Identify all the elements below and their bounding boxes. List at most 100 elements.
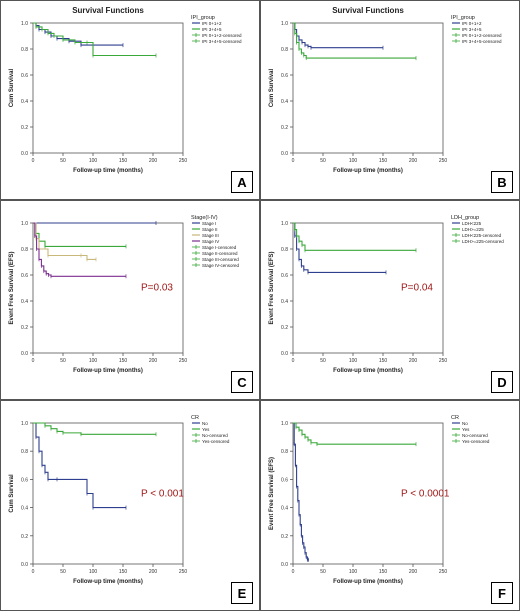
x-tick-label: 150 bbox=[379, 358, 388, 364]
panel-label: A bbox=[231, 171, 253, 193]
p-value-annotation: P=0.04 bbox=[401, 283, 433, 294]
panel-label: F bbox=[491, 582, 513, 604]
legend-entry: No-censored bbox=[462, 433, 488, 438]
legend-title: Stage(I-IV) bbox=[191, 215, 218, 221]
km-curve-no bbox=[293, 422, 309, 561]
km-curve-yes bbox=[293, 422, 416, 445]
x-tick-label: 100 bbox=[349, 158, 358, 164]
panel-d: 0.0 0.2 0.4 0.6 0.8 1.0 0 50 100 150 200 250 Follow-… bbox=[260, 200, 520, 400]
x-tick-label: 250 bbox=[179, 569, 188, 575]
y-tick-label: 0.8 bbox=[21, 247, 28, 253]
plot-area bbox=[292, 422, 444, 565]
x-tick-label: 0 bbox=[32, 358, 35, 364]
legend-entry: No bbox=[462, 421, 468, 426]
x-tick-label: 0 bbox=[32, 158, 35, 164]
y-tick-label: 0.6 bbox=[21, 273, 28, 279]
legend-entry: No-censored bbox=[202, 433, 228, 438]
legend-entry: Stage II-censored bbox=[202, 251, 238, 256]
plot-area bbox=[32, 422, 184, 565]
x-tick-label: 200 bbox=[149, 158, 158, 164]
legend-entry: Stage III-censored bbox=[202, 257, 239, 262]
y-tick-label: 0.6 bbox=[281, 73, 288, 79]
legend-entry: Stage II bbox=[202, 227, 218, 232]
legend-entry: Stage III bbox=[202, 233, 219, 238]
y-tick-label: 0.0 bbox=[21, 351, 28, 357]
x-tick-label: 0 bbox=[292, 158, 295, 164]
x-tick-label: 100 bbox=[89, 358, 98, 364]
x-tick-label: 50 bbox=[320, 158, 326, 164]
legend-entry: IPI 3+4+5 bbox=[462, 27, 482, 32]
x-tick-label: 250 bbox=[179, 358, 188, 364]
legend-entry: Stage I-censored bbox=[202, 245, 237, 250]
legend-entry: IPI 0+1+2-censored bbox=[202, 33, 242, 38]
y-axis-label: Cum Survival bbox=[269, 69, 275, 108]
y-tick-label: 0.8 bbox=[281, 449, 288, 455]
x-tick-label: 50 bbox=[60, 358, 66, 364]
x-tick-label: 100 bbox=[89, 158, 98, 164]
x-tick-label: 250 bbox=[439, 569, 448, 575]
legend-entry: Yes bbox=[202, 427, 210, 432]
y-tick-label: 0.6 bbox=[281, 273, 288, 279]
y-tick-label: 0.4 bbox=[281, 99, 288, 105]
legend-entry: IPI 3+4+5-censored bbox=[462, 39, 502, 44]
y-tick-label: 0.2 bbox=[281, 534, 288, 540]
panel-a: Survival Functions 0.0 0.2 0.4 0.6 0.8 1.0 0 50 1… bbox=[0, 0, 260, 200]
km-curve-ipi-3-4-5 bbox=[293, 22, 416, 59]
legend-entry: IPI 0+1+2-censored bbox=[462, 33, 502, 38]
panel-f: 0.0 0.2 0.4 0.6 0.8 1.0 0 50 100 150 200 250 Follow-… bbox=[260, 400, 520, 611]
y-tick-label: 0.8 bbox=[21, 47, 28, 53]
legend-title: IPI_group bbox=[191, 15, 215, 21]
km-curve-no bbox=[33, 422, 126, 509]
x-tick-label: 200 bbox=[149, 358, 158, 364]
x-axis-label: Follow-up time (months) bbox=[73, 579, 143, 585]
y-axis-label: Event Free Survival (EFS) bbox=[269, 251, 275, 324]
chart-a: Survival Functions 0.0 0.2 0.4 0.6 0.8 1.0 0 50 1… bbox=[9, 6, 242, 174]
legend-entry: IPI 0+1+2 bbox=[202, 21, 222, 26]
x-tick-label: 50 bbox=[60, 158, 66, 164]
x-tick-label: 200 bbox=[149, 569, 158, 575]
km-curve-yes bbox=[33, 422, 156, 435]
plot-area bbox=[32, 22, 184, 154]
chart-title: Survival Functions bbox=[72, 6, 144, 15]
x-tick-label: 200 bbox=[409, 358, 418, 364]
legend-title: LDH_group bbox=[451, 215, 479, 221]
x-tick-label: 250 bbox=[439, 358, 448, 364]
x-tick-label: 250 bbox=[179, 158, 188, 164]
x-tick-label: 0 bbox=[292, 569, 295, 575]
legend-entry: Stage IV bbox=[202, 239, 219, 244]
chart-b: Survival Functions 0.0 0.2 0.4 0.6 0.8 1.0 0 50 1… bbox=[269, 6, 502, 174]
y-axis-label: Event Free Survival (EFS) bbox=[269, 457, 275, 530]
legend-entry: Yes-censored bbox=[202, 439, 230, 444]
legend-entry: LDH<225-censored bbox=[462, 233, 502, 238]
x-tick-label: 100 bbox=[89, 569, 98, 575]
y-tick-label: 1.0 bbox=[21, 221, 28, 227]
y-tick-label: 0.8 bbox=[21, 449, 28, 455]
x-tick-label: 150 bbox=[379, 569, 388, 575]
x-tick-label: 100 bbox=[349, 569, 358, 575]
km-curve-ipi-0-1-2 bbox=[293, 22, 383, 49]
panel-label: C bbox=[231, 371, 253, 393]
x-tick-label: 100 bbox=[349, 358, 358, 364]
legend-entry: LDH>=225 bbox=[462, 227, 484, 232]
y-tick-label: 0.0 bbox=[21, 151, 28, 157]
km-curve-ipi-0-1-2 bbox=[33, 22, 123, 46]
x-axis-label: Follow-up time (months) bbox=[333, 579, 403, 585]
y-tick-label: 0.0 bbox=[281, 562, 288, 568]
x-tick-label: 200 bbox=[409, 569, 418, 575]
y-tick-label: 0.2 bbox=[21, 325, 28, 331]
x-axis-label: Follow-up time (months) bbox=[73, 168, 143, 174]
legend-entry: LDH>=225-censored bbox=[462, 239, 504, 244]
chart-e: 0.0 0.2 0.4 0.6 0.8 1.0 0 50 100 150 200 250 Follow-… bbox=[9, 415, 230, 585]
y-tick-label: 1.0 bbox=[281, 421, 288, 427]
y-tick-label: 1.0 bbox=[281, 21, 288, 27]
x-tick-label: 50 bbox=[320, 358, 326, 364]
chart-c: 0.0 0.2 0.4 0.6 0.8 1.0 0 50 100 150 200 250 Follow-… bbox=[9, 215, 240, 374]
km-curve-ipi-3-4-5 bbox=[33, 22, 156, 57]
y-tick-label: 0.4 bbox=[21, 506, 28, 512]
y-tick-label: 0.2 bbox=[281, 325, 288, 331]
km-curve-ldh-225 bbox=[293, 222, 416, 251]
panel-b: Survival Functions 0.0 0.2 0.4 0.6 0.8 1.0 0 50 1… bbox=[260, 0, 520, 200]
chart-f: 0.0 0.2 0.4 0.6 0.8 1.0 0 50 100 150 200 250 Follow-… bbox=[269, 415, 490, 585]
chart-title: Survival Functions bbox=[332, 6, 404, 15]
x-tick-label: 200 bbox=[409, 158, 418, 164]
